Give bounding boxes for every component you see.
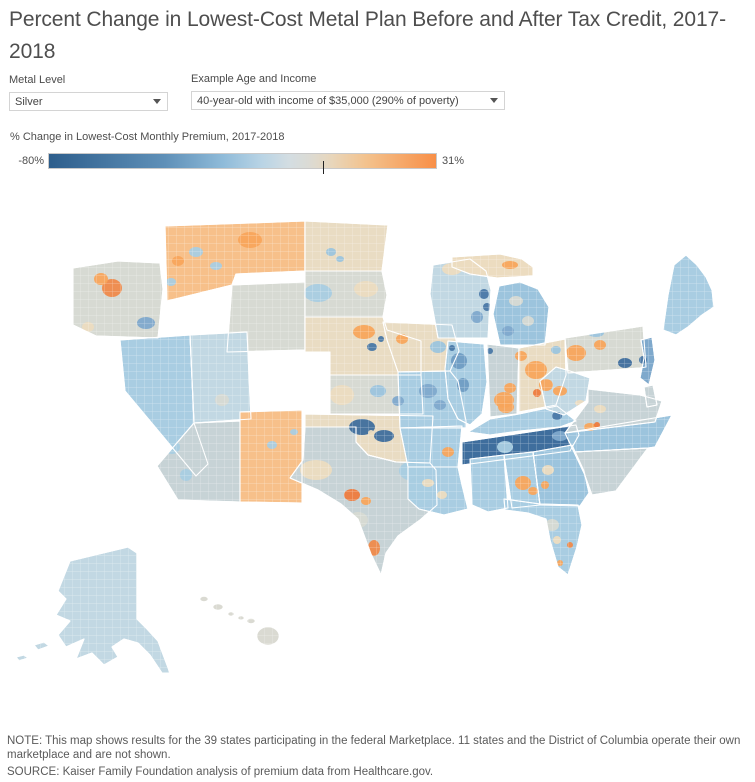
metal-level-label: Metal Level — [9, 74, 66, 86]
legend-title: % Change in Lowest-Cost Monthly Premium,… — [10, 131, 285, 143]
chevron-down-icon — [153, 99, 161, 104]
state-border-mississippi — [469, 454, 509, 513]
state-border-florida — [503, 498, 583, 576]
state-border-michigan — [492, 281, 550, 346]
note-text: NOTE: This map shows results for the 39 … — [7, 735, 741, 762]
state-border-delaware — [643, 384, 658, 408]
age-income-value: 40-year-old with income of $35,000 (290%… — [197, 94, 459, 107]
state-border-alaska — [15, 546, 171, 674]
state-border-maine — [662, 254, 715, 336]
state-border-arizona — [156, 420, 241, 503]
state-border-michigan-upper-peninsula — [451, 253, 534, 279]
state-border-utah — [189, 331, 252, 424]
county-grid-texture — [16, 221, 714, 673]
state-border-oregon — [72, 260, 164, 339]
state-border-pennsylvania — [564, 325, 647, 374]
state-border-ohio — [518, 338, 567, 413]
state-border-illinois — [444, 340, 488, 426]
state-border-north-carolina — [564, 414, 673, 453]
legend-min-label: -80% — [18, 155, 44, 167]
state-border-kentucky — [467, 405, 577, 436]
state-border-texas — [289, 426, 438, 576]
state-border-west-virginia — [539, 366, 591, 416]
state-border-new-mexico — [239, 409, 303, 504]
state-border-kansas — [329, 374, 424, 415]
metal-level-filter: Metal Level Silver — [9, 74, 168, 111]
choropleth-map — [0, 195, 755, 727]
page-title: Percent Change in Lowest-Cost Metal Plan… — [9, 8, 727, 63]
state-border-louisiana — [407, 466, 469, 516]
state-border-wisconsin — [429, 258, 492, 339]
state-border-new-jersey — [639, 336, 656, 386]
state-border-tennessee — [461, 424, 580, 466]
us-county-map[interactable] — [0, 195, 755, 727]
age-income-label: Example Age and Income — [191, 73, 317, 85]
state-border-georgia — [532, 444, 590, 507]
footnotes: NOTE: This map shows results for the 39 … — [7, 734, 754, 781]
source-text: SOURCE: Kaiser Family Foundation analysi… — [7, 765, 434, 778]
legend-max-label: 31% — [442, 155, 465, 167]
age-income-select[interactable]: 40-year-old with income of $35,000 (290%… — [191, 91, 505, 110]
legend-gradient-bar — [48, 153, 437, 174]
age-income-filter: Example Age and Income 40-year-old with … — [191, 73, 505, 110]
chevron-down-icon — [490, 98, 498, 103]
metal-level-select[interactable]: Silver — [9, 92, 168, 111]
state-border-virginia — [564, 388, 663, 434]
legend-zero-tick — [323, 161, 324, 174]
metal-level-value: Silver — [15, 95, 43, 108]
